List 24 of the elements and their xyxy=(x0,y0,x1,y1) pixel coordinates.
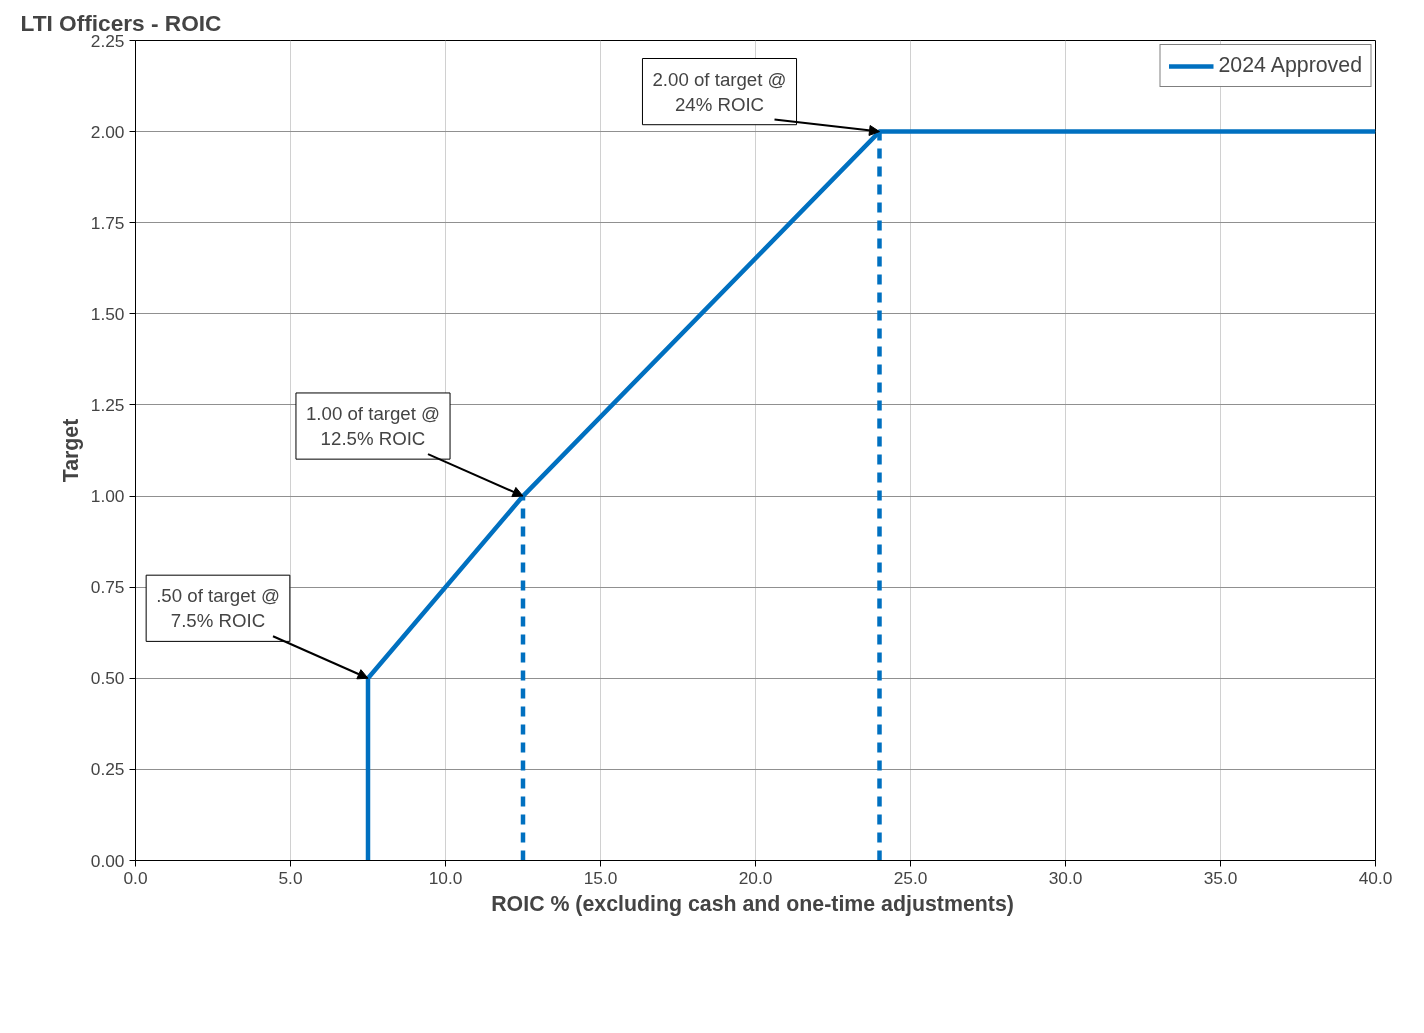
annotation: 2.00 of target @ 24% ROIC xyxy=(652,68,787,115)
y-tick-label: 0.25 xyxy=(90,759,125,780)
x-tick-label: 30.0 xyxy=(1048,867,1083,888)
x-tick-label: 35.0 xyxy=(1203,867,1238,888)
y-tick-label: 2.00 xyxy=(90,121,125,142)
y-tick-label: 1.50 xyxy=(90,303,125,324)
x-tick-label: 40.0 xyxy=(1358,867,1393,888)
y-tick-label: 0.00 xyxy=(90,850,125,871)
annotation: .50 of target @ 7.5% ROIC xyxy=(156,585,280,632)
x-tick-label: 0.0 xyxy=(123,867,148,888)
x-tick-label: 5.0 xyxy=(278,867,303,888)
x-tick-label: 15.0 xyxy=(583,867,618,888)
y-tick-label: 0.50 xyxy=(90,668,125,689)
y-tick-label: 1.00 xyxy=(90,486,125,507)
y-tick-label: 1.75 xyxy=(90,212,125,233)
y-axis-title: Target xyxy=(58,418,83,483)
x-tick-label: 25.0 xyxy=(893,867,928,888)
y-tick-label: 1.25 xyxy=(90,394,125,415)
annotation: 1.00 of target @ 12.5% ROIC xyxy=(305,402,441,450)
y-tick-label: 0.75 xyxy=(90,577,125,598)
x-tick-label: 10.0 xyxy=(428,867,463,888)
legend-label: 2024 Approved xyxy=(1218,53,1362,78)
x-tick-label: 20.0 xyxy=(738,867,773,888)
x-axis-title: ROIC % (excluding cash and one-time adjustments) xyxy=(491,891,1014,916)
